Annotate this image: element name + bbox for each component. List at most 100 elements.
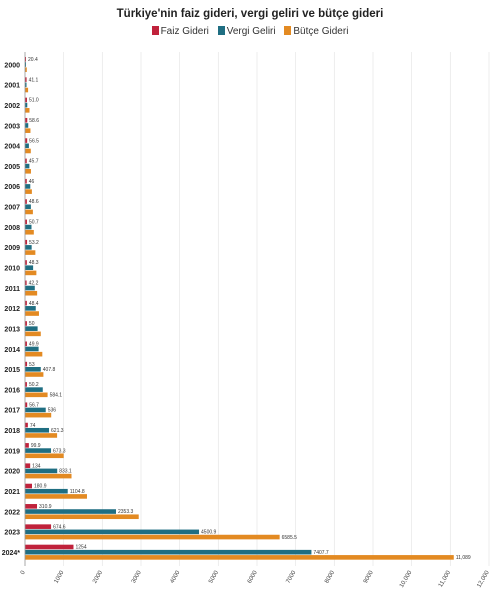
x-tick-label: 12,000 — [476, 569, 491, 588]
bar-1 — [25, 102, 28, 108]
legend: Faiz Gideri Vergi Geliri Bütçe Gideri — [0, 26, 500, 37]
data-label: 4500.9 — [201, 530, 217, 536]
data-label: 45.7 — [29, 159, 39, 165]
bar-2 — [25, 87, 29, 93]
legend-item-faiz: Faiz Gideri — [151, 26, 209, 37]
y-category-label: 2003 — [4, 123, 20, 130]
bar-0 — [25, 77, 27, 82]
bar-0 — [25, 239, 28, 245]
data-label: 41.1 — [29, 77, 39, 83]
bar-1 — [25, 529, 200, 535]
bar-1 — [25, 488, 68, 494]
bar-1 — [25, 62, 27, 67]
bar-0 — [25, 443, 29, 448]
data-label: 48.3 — [29, 260, 39, 266]
data-label: 6585.5 — [282, 535, 298, 541]
data-label: 1104.8 — [70, 489, 85, 495]
bar-2 — [25, 108, 30, 113]
bar-0 — [25, 280, 27, 286]
y-category-label: 2021 — [4, 489, 20, 496]
bar-2 — [25, 453, 64, 459]
x-tick-label: 10,000 — [399, 569, 414, 588]
data-label: 7407.7 — [313, 550, 329, 556]
y-category-label: 2005 — [4, 164, 20, 171]
bar-0 — [25, 117, 28, 123]
bar-2 — [25, 555, 454, 560]
data-label: 407.8 — [43, 367, 56, 373]
data-label: 584.1 — [50, 393, 63, 399]
y-category-label: 2007 — [4, 205, 20, 212]
y-category-label: 2017 — [4, 408, 20, 415]
bar-1 — [25, 306, 36, 311]
data-label: 50 — [29, 321, 35, 327]
bar-1 — [25, 245, 32, 250]
bar-2 — [25, 514, 139, 520]
bar-0 — [25, 422, 28, 428]
y-category-label: 2000 — [4, 62, 20, 69]
legend-label-faiz: Faiz Gideri — [160, 26, 209, 37]
bar-2 — [25, 473, 72, 479]
bar-1 — [25, 265, 34, 270]
bar-0 — [25, 544, 74, 550]
data-label: 833.1 — [59, 469, 72, 475]
y-category-label: 2023 — [4, 530, 20, 537]
y-category-label: 2001 — [4, 83, 20, 90]
bar-2 — [25, 311, 39, 316]
data-label: 621.3 — [51, 428, 64, 434]
bar-1 — [25, 549, 312, 555]
data-label: 673.3 — [53, 448, 66, 454]
data-label: 51.0 — [29, 98, 39, 104]
bar-0 — [25, 504, 38, 509]
bar-2 — [25, 209, 33, 215]
legend-swatch-vergi — [217, 26, 225, 35]
data-label: 50.7 — [29, 220, 39, 226]
bar-0 — [25, 483, 32, 489]
data-label: 48.6 — [29, 199, 39, 205]
bar-1 — [25, 427, 50, 433]
bar-1 — [25, 407, 46, 413]
x-tick-label: 8000 — [324, 569, 336, 584]
y-category-label: 2013 — [4, 326, 20, 333]
data-label: 99.9 — [31, 443, 41, 449]
bar-0 — [25, 524, 52, 529]
bar-1 — [25, 204, 31, 210]
data-label: 48.4 — [29, 301, 39, 307]
y-category-label: 2010 — [4, 266, 20, 273]
legend-item-butce: Bütçe Gideri — [284, 26, 348, 37]
bar-2 — [25, 229, 34, 235]
bar-2 — [25, 433, 58, 438]
chart-title: Türkiye'nin faiz gideri, vergi geliri ve… — [116, 8, 384, 20]
x-tick-label: 3000 — [131, 569, 143, 584]
x-tick-label: 7000 — [286, 569, 298, 584]
bar-0 — [25, 57, 26, 62]
bar-2 — [25, 128, 31, 133]
bar-2 — [25, 351, 43, 357]
x-tick-label: 0 — [20, 569, 27, 575]
y-category-label: 2012 — [4, 306, 20, 313]
data-label: 134 — [32, 463, 41, 469]
bar-1 — [25, 448, 52, 453]
bar-1 — [25, 367, 41, 372]
bar-2 — [25, 494, 87, 499]
data-label: 42.2 — [29, 281, 39, 287]
y-category-label: 2011 — [5, 286, 20, 293]
bar-2 — [25, 67, 27, 72]
bar-0 — [25, 178, 27, 184]
bar-0 — [25, 158, 27, 164]
x-tick-label: 11,000 — [438, 569, 452, 588]
data-label: 53 — [29, 362, 35, 368]
bar-1 — [25, 143, 29, 149]
data-label: 50.2 — [29, 382, 39, 388]
bar-0 — [25, 341, 27, 347]
bar-1 — [25, 285, 35, 291]
y-category-label: 2024* — [2, 550, 21, 557]
y-category-label: 2018 — [4, 428, 20, 435]
y-category-label: 2014 — [4, 347, 20, 354]
bar-0 — [25, 300, 27, 306]
bar-0 — [25, 382, 27, 387]
bar-0 — [25, 97, 27, 103]
bar-2 — [25, 290, 38, 296]
x-tick-label: 6000 — [247, 569, 259, 584]
data-label: 49.9 — [29, 341, 39, 347]
y-category-label: 2002 — [4, 103, 20, 110]
